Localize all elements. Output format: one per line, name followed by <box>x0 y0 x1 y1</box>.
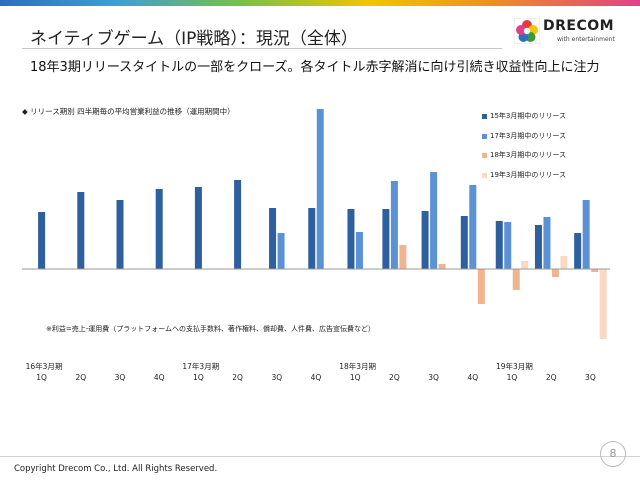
fiscal-year-label: 19年3月期 <box>496 361 533 371</box>
bar <box>155 189 163 269</box>
x-tick-label: 2Q <box>75 373 86 382</box>
fiscal-year-label: 17年3月期 <box>182 361 219 371</box>
x-tick-label: 2Q <box>232 373 243 382</box>
bar <box>560 256 568 269</box>
x-tick-label: 2Q <box>546 373 557 382</box>
bar <box>421 211 429 269</box>
title-divider <box>22 48 502 49</box>
legend-label: 15年3月期中のリリース <box>490 112 567 120</box>
bar <box>543 217 551 269</box>
legend-swatch <box>482 114 487 119</box>
bar <box>308 208 316 269</box>
legend-swatch <box>482 153 487 158</box>
bar <box>382 209 390 269</box>
bar <box>38 212 46 269</box>
legend-item: 19年3月期中のリリース <box>482 170 632 190</box>
bar <box>355 232 363 269</box>
bar <box>521 261 529 269</box>
fiscal-year-label: 16年3月期 <box>26 361 63 371</box>
bar <box>77 192 85 269</box>
slide-subtitle: 18年3期リリースタイトルの一部をクローズ。各タイトル赤字解消に向け引続き収益性… <box>30 60 600 75</box>
bar <box>460 216 468 269</box>
x-tick-label: 3Q <box>585 373 596 382</box>
logo-tagline: with entertainment <box>557 36 615 43</box>
legend-swatch <box>482 172 487 178</box>
bar <box>591 269 599 272</box>
x-tick-label: 4Q <box>311 373 322 382</box>
drecom-logo: DRECOM with entertainment <box>514 18 624 48</box>
legend-item: 18年3月期中のリリース <box>482 150 632 170</box>
x-tick-label: 1Q <box>507 373 518 382</box>
x-tick-label: 3Q <box>271 373 282 382</box>
x-tick-label: 1Q <box>36 373 47 382</box>
bar <box>234 180 242 269</box>
bar <box>390 181 398 269</box>
bar <box>399 245 407 269</box>
page-title: ネイティブゲーム（IP戦略）：現況（全体） <box>30 29 358 49</box>
x-tick-label: 1Q <box>350 373 361 382</box>
bar <box>504 222 512 269</box>
logo-brand-text: DRECOM <box>543 18 615 34</box>
legend-item: 15年3月期中のリリース <box>482 111 632 131</box>
legend-swatch <box>482 133 487 139</box>
bar <box>534 225 542 269</box>
page-number: 8 <box>600 441 626 467</box>
bar <box>430 172 438 269</box>
chart-title: ◆ リリース期別 四半期毎の平均営業利益の推移（運用期間中） <box>22 107 235 116</box>
bar <box>582 200 590 269</box>
bar <box>438 264 446 269</box>
legend-label: 19年3月期中のリリース <box>490 170 567 179</box>
bar <box>316 109 324 269</box>
chart-legend: 15年3月期中のリリース 17年3月期中のリリース 18年3月期中のリリース 1… <box>482 111 632 189</box>
x-tick-label: 1Q <box>193 373 204 382</box>
drecom-flower-icon <box>514 18 540 44</box>
bar <box>277 233 285 269</box>
x-tick-label: 3Q <box>428 373 439 382</box>
bar <box>194 187 202 269</box>
bar <box>269 208 277 269</box>
bar <box>477 269 485 304</box>
x-tick-label: 3Q <box>115 373 126 382</box>
fiscal-year-label: 18年3月期 <box>339 361 376 371</box>
bar <box>469 185 477 269</box>
x-tick-label: 4Q <box>467 373 478 382</box>
bar <box>551 269 559 277</box>
legend-label: 17年3月期中のリリース <box>490 131 567 140</box>
legend-item: 17年3月期中のリリース <box>482 131 632 151</box>
bar <box>599 269 607 339</box>
bar <box>495 221 503 269</box>
bar <box>512 269 520 290</box>
bar <box>347 209 355 269</box>
profit-definition-note: ※利益=売上-運用費（プラットフォームへの支払手数料、著作権料、償却費、人件費、… <box>46 325 376 333</box>
x-tick-label: 2Q <box>389 373 400 382</box>
x-tick-label: 4Q <box>154 373 165 382</box>
copyright-text: Copyright Drecom Co., Ltd. All Rights Re… <box>14 464 218 474</box>
bar <box>116 200 124 269</box>
footer-divider <box>0 456 640 457</box>
top-color-bar <box>0 0 640 6</box>
bar <box>574 233 582 269</box>
legend-label: 18年3月期中のリリース <box>490 151 567 159</box>
